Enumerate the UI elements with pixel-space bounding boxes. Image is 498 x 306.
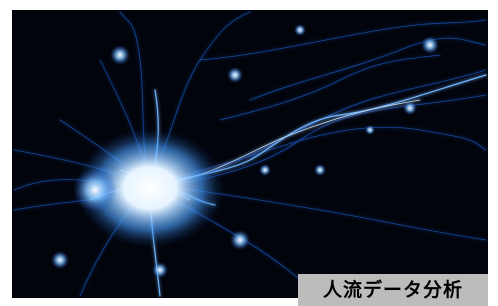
people-flow-image: [0, 0, 498, 306]
screenshot: 人流データ分析: [0, 0, 498, 306]
image-background: [12, 10, 488, 298]
caption-label: 人流データ分析: [298, 274, 488, 306]
